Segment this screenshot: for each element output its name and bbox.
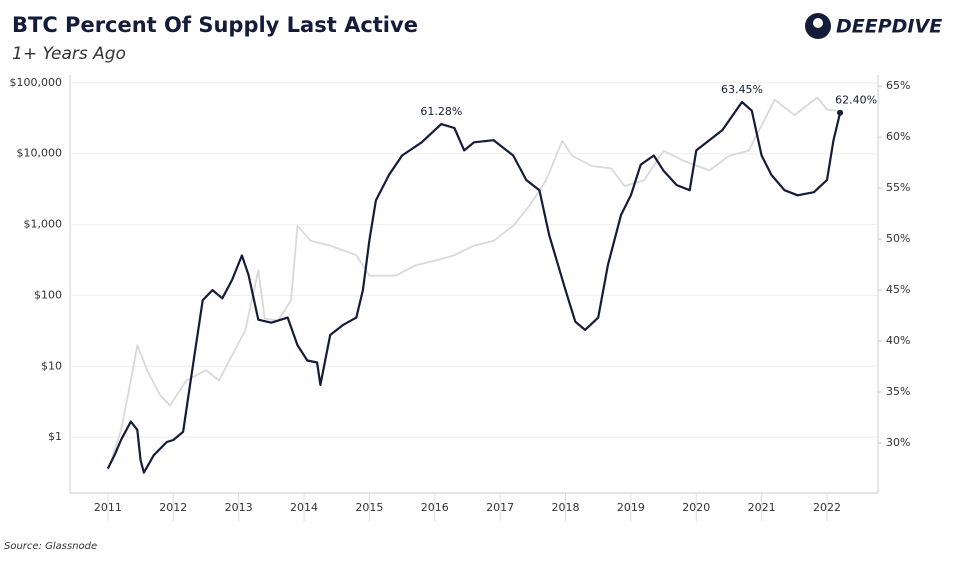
x-tick-label: 2019 [617, 501, 645, 514]
y2-tick-label: 30% [886, 436, 910, 449]
data-label: 62.40% [835, 94, 877, 107]
logo-text: DEEPDIVE [836, 16, 942, 38]
y-tick-label: $100 [34, 288, 62, 301]
logo: DEEPDIVE [805, 13, 942, 39]
x-tick-label: 2016 [421, 501, 449, 514]
y2-tick-label: 50% [886, 232, 910, 245]
y2-tick-label: 55% [886, 181, 910, 194]
x-tick-label: 2018 [552, 501, 580, 514]
y-tick-label: $100,000 [10, 76, 63, 89]
y2-tick-label: 45% [886, 283, 910, 296]
source: Source: Glassnode [4, 541, 97, 552]
data-label: 61.28% [420, 105, 462, 118]
series-line [107, 96, 841, 471]
series-line [106, 100, 842, 474]
y-tick-label: $1,000 [24, 218, 63, 231]
y2-tick-label: 35% [886, 385, 910, 398]
end-point [837, 109, 844, 116]
y2-tick-label: 60% [886, 130, 910, 143]
x-tick-label: 2020 [682, 501, 710, 514]
x-tick-label: 2011 [94, 501, 122, 514]
x-tick-label: 2015 [355, 501, 383, 514]
x-tick-label: 2012 [159, 501, 187, 514]
y2-tick-label: 65% [886, 79, 910, 92]
chart-subtitle: 1+ Years Ago [12, 44, 126, 64]
x-tick-label: 2014 [290, 501, 318, 514]
y-tick-label: $10,000 [17, 147, 63, 160]
y2-tick-label: 40% [886, 334, 910, 347]
data-label: 63.45% [721, 83, 763, 96]
x-tick-label: 2021 [748, 501, 776, 514]
y-tick-label: $1 [48, 430, 62, 443]
x-tick-label: 2013 [225, 501, 253, 514]
x-tick-label: 2017 [486, 501, 514, 514]
x-tick-label: 2022 [813, 501, 841, 514]
chart-title: BTC Percent Of Supply Last Active [12, 13, 418, 37]
logo-icon-window [813, 18, 823, 28]
y-tick-label: $10 [41, 359, 62, 372]
